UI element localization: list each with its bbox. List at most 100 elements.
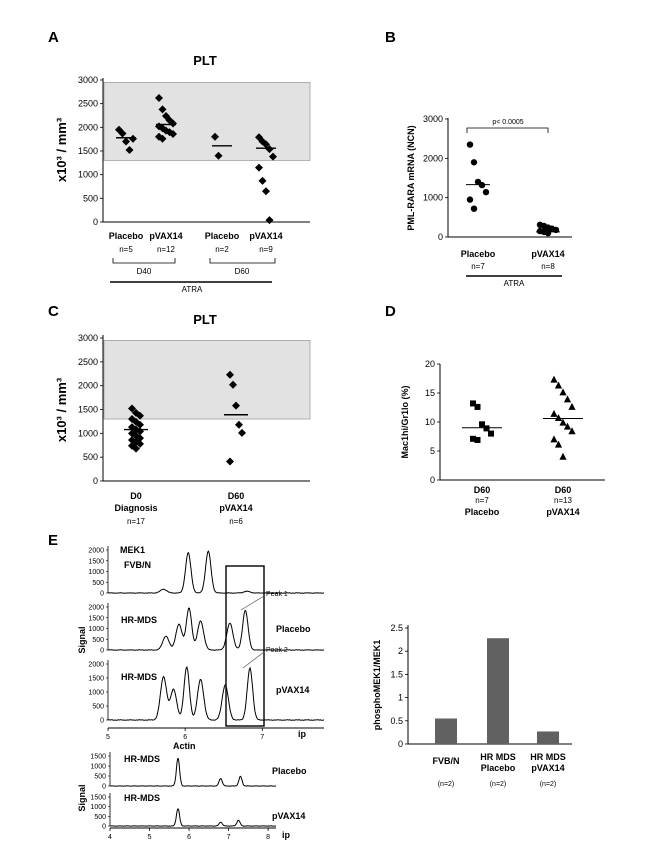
group-label: pVAX14 bbox=[531, 249, 564, 259]
signal-trace bbox=[109, 758, 276, 787]
data-point bbox=[158, 134, 167, 143]
y-axis-label: Mac1hi/Gr1lo (%) bbox=[400, 385, 410, 458]
peak-annotation: Peak 1 bbox=[266, 591, 288, 598]
group-n: n=17 bbox=[127, 517, 146, 526]
data-point bbox=[132, 444, 140, 453]
data-point bbox=[269, 152, 277, 161]
data-point bbox=[258, 176, 267, 185]
y-tick-label: 2000 bbox=[88, 548, 104, 555]
data-points bbox=[462, 375, 583, 460]
x-tick-label: 6 bbox=[183, 734, 187, 741]
y-tick-label: 20 bbox=[425, 359, 435, 369]
data-point bbox=[118, 129, 127, 138]
data-point bbox=[232, 401, 240, 410]
signal-trace bbox=[109, 808, 276, 827]
y-axis-label: x10³ / mm³ bbox=[54, 117, 69, 182]
data-point bbox=[128, 404, 136, 413]
data-point bbox=[122, 137, 130, 146]
trace-label: HR-MDS bbox=[124, 793, 160, 803]
panel-e-bars: 0 0.5 1 1.5 2 2.5 phosphoMEK1/MEK1 FVB/N HR M… bbox=[372, 623, 572, 788]
y-tick-label: 0 bbox=[102, 824, 106, 831]
group-n: n=9 bbox=[259, 245, 273, 254]
peak-arrow bbox=[240, 595, 265, 611]
group-n: n=7 bbox=[471, 262, 485, 271]
group-n: n=2 bbox=[215, 245, 229, 254]
peak-annotation: Peak 2 bbox=[266, 647, 288, 654]
data-point bbox=[211, 132, 219, 141]
y-tick-label: 0 bbox=[93, 476, 98, 486]
x-ticks: 5 6 7 bbox=[106, 728, 264, 741]
y-tick-label: 1500 bbox=[88, 558, 104, 565]
y-axis-label: phosphoMEK1/MEK1 bbox=[372, 640, 382, 731]
trace-label: HR-MDS bbox=[121, 672, 157, 682]
bracket-d40 bbox=[112, 258, 176, 264]
y-tick-label: 15 bbox=[425, 388, 435, 398]
data-point bbox=[129, 134, 137, 143]
group-sublabel: pVAX14 bbox=[219, 503, 252, 513]
y-tick-label: 500 bbox=[92, 704, 104, 711]
group-label: Placebo bbox=[461, 249, 496, 259]
data-point bbox=[568, 402, 576, 410]
y-tick-label: 1500 bbox=[88, 676, 104, 683]
category-label: pVAX14 bbox=[531, 763, 564, 773]
panel-e-mek1: MEK1 05001000150020000500100015002000050… bbox=[77, 545, 325, 741]
data-point bbox=[169, 129, 177, 138]
data-point bbox=[125, 146, 134, 155]
bars bbox=[435, 638, 559, 744]
peak-arrow bbox=[242, 651, 265, 669]
data-point bbox=[136, 439, 144, 448]
data-point bbox=[214, 151, 223, 160]
data-points bbox=[466, 141, 560, 237]
panel-letter-e: E bbox=[48, 532, 58, 549]
y-ticks: 0 0.5 1 1.5 2 2.5 bbox=[390, 623, 408, 749]
x-axis-label: ip bbox=[298, 729, 307, 739]
panel-e-actin: Actin 0 500 1000 1500 0 500 1000 1500 Signal HR… bbox=[77, 741, 307, 841]
y-tick-label: 1000 bbox=[90, 764, 106, 771]
signal-trace bbox=[107, 550, 325, 594]
group-n: n=13 bbox=[554, 496, 573, 505]
y-tick-label: 2 bbox=[398, 646, 403, 656]
trace-side-label: Placebo bbox=[272, 766, 307, 776]
y-tick-label: 2000 bbox=[88, 605, 104, 612]
data-point bbox=[470, 400, 476, 407]
group-n: n=7 bbox=[475, 496, 489, 505]
data-point bbox=[474, 403, 481, 410]
n-label: (n=2) bbox=[438, 781, 455, 788]
group-n: n=6 bbox=[229, 517, 243, 526]
data-point bbox=[155, 93, 163, 102]
y-tick-label: 2500 bbox=[78, 99, 98, 109]
y-tick-label: 1000 bbox=[88, 569, 104, 576]
y-ticks: 0 5 10 15 20 bbox=[425, 359, 440, 485]
chart-title: Actin bbox=[173, 741, 196, 751]
x-tick-label: 5 bbox=[106, 734, 110, 741]
chromatogram-panels: 0 500 1000 1500 0 500 1000 1500 bbox=[90, 752, 276, 831]
y-tick-label: 0 bbox=[100, 591, 104, 598]
y-tick-label: 1500 bbox=[78, 405, 98, 415]
group-sublabel: Placebo bbox=[465, 507, 500, 517]
group-label: pVAX14 bbox=[249, 231, 282, 241]
y-tick-label: 1000 bbox=[78, 170, 98, 180]
data-point bbox=[559, 388, 567, 396]
bar bbox=[487, 638, 509, 744]
y-tick-label: 2500 bbox=[78, 357, 98, 367]
group-label: D60 bbox=[228, 491, 245, 501]
data-point bbox=[554, 381, 563, 389]
y-tick-label: 1000 bbox=[90, 804, 106, 811]
data-point bbox=[169, 119, 177, 128]
data-point bbox=[563, 395, 572, 403]
bracket-label: D60 bbox=[235, 267, 250, 276]
significance-bracket bbox=[466, 127, 549, 133]
group-label: D0 bbox=[130, 491, 142, 501]
x-ticks: 4 5 6 7 8 bbox=[108, 828, 270, 841]
data-point bbox=[482, 188, 490, 196]
y-tick-label: 0.5 bbox=[390, 716, 403, 726]
panel-letter-b: B bbox=[385, 29, 396, 46]
data-point bbox=[544, 229, 552, 237]
chart-title: MEK1 bbox=[120, 545, 145, 555]
data-point bbox=[470, 159, 478, 166]
signal-trace bbox=[107, 607, 325, 651]
y-tick-label: 500 bbox=[94, 814, 106, 821]
category-label: FVB/N bbox=[433, 756, 460, 766]
